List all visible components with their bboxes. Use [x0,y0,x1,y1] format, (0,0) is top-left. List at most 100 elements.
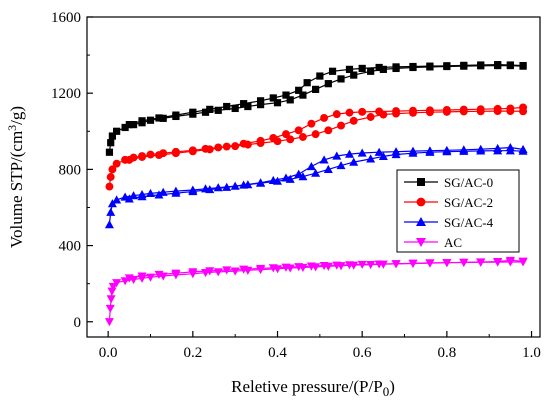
y-tick-label: 400 [59,239,82,255]
data-point [155,114,163,122]
data-point [222,266,232,275]
x-tick-label: 0.2 [183,345,202,361]
data-point [349,116,358,125]
data-point [518,257,528,266]
data-point [172,111,180,119]
data-point [303,79,311,87]
data-point [366,113,375,121]
data-point [282,130,290,139]
data-point [138,153,146,161]
data-point [311,130,320,139]
data-point [273,99,282,107]
data-point [350,71,358,79]
data-point [332,151,342,160]
data-point [124,274,134,283]
data-point [159,114,167,122]
data-point [105,304,115,313]
data-point [286,96,294,104]
data-point [391,147,401,156]
data-point [120,277,130,286]
data-point [201,108,210,116]
data-point [442,145,452,154]
data-point [494,61,502,69]
data-point [239,180,249,189]
data-point [378,151,388,161]
data-point [344,261,354,270]
data-point [374,147,384,156]
data-point [476,258,486,267]
data-point [505,256,515,265]
data-point [320,113,329,122]
data-point [426,62,434,70]
data-point [268,175,278,185]
data-point [358,107,367,116]
data-point [324,126,333,135]
data-point [124,194,134,203]
series-layer [104,61,528,327]
data-point [188,186,198,196]
data-point [392,63,400,71]
data-point [476,144,486,153]
data-point [425,259,435,268]
data-point [375,107,384,116]
data-point [306,162,316,171]
x-tick-label: 0.8 [437,345,456,361]
data-point [113,127,121,135]
data-point [205,145,214,154]
data-point [108,165,117,174]
data-point [349,157,359,166]
series-1 [105,61,527,156]
data-point [268,264,278,273]
data-point [214,106,222,114]
adsorption-line [108,261,524,322]
data-point [104,220,114,229]
data-point [189,108,197,116]
data-point [409,106,417,115]
legend-label: SG/AC-2 [444,195,493,210]
data-point [137,192,147,201]
data-point [281,263,291,272]
data-point [240,100,248,108]
data-point [256,136,265,145]
data-point [107,139,115,147]
data-point [125,121,133,129]
series-3 [104,142,528,229]
data-point [205,185,215,194]
data-point [459,105,468,114]
data-point [358,64,366,73]
y-axis-title: Volume STP/(cm3/g) [5,106,26,248]
data-point [307,119,316,128]
data-point [518,144,528,153]
data-point [256,264,266,273]
data-point [256,101,265,109]
data-point [112,195,122,204]
data-point [244,102,252,111]
data-point [345,108,354,117]
legend-label: AC [444,235,462,250]
data-point [476,105,485,114]
data-point [231,104,239,113]
x-axis-title: Reletive pressure/(P/P0) [231,377,395,399]
data-point [137,272,147,281]
y-tick-label: 0 [74,315,82,331]
legend-marker [416,217,426,226]
legend-marker [416,197,426,207]
data-point [154,270,164,280]
data-point [138,117,146,125]
data-point [299,91,307,99]
data-point [205,267,215,276]
data-point [344,149,354,158]
x-tick-label: 0.6 [353,345,372,361]
data-point [239,139,248,148]
data-point [105,182,114,191]
data-point [337,121,345,130]
data-point [306,262,316,271]
data-point [493,257,503,267]
data-point [112,279,122,288]
data-point [493,143,503,153]
data-point [106,295,116,304]
ticks-layer: 0.0 0.2 0.4 0.6 0.8 1.0 0 400 800 1200 1600 [51,10,541,361]
y-tick-label: 1200 [51,86,81,102]
data-point [129,121,138,129]
data-point [294,126,303,135]
